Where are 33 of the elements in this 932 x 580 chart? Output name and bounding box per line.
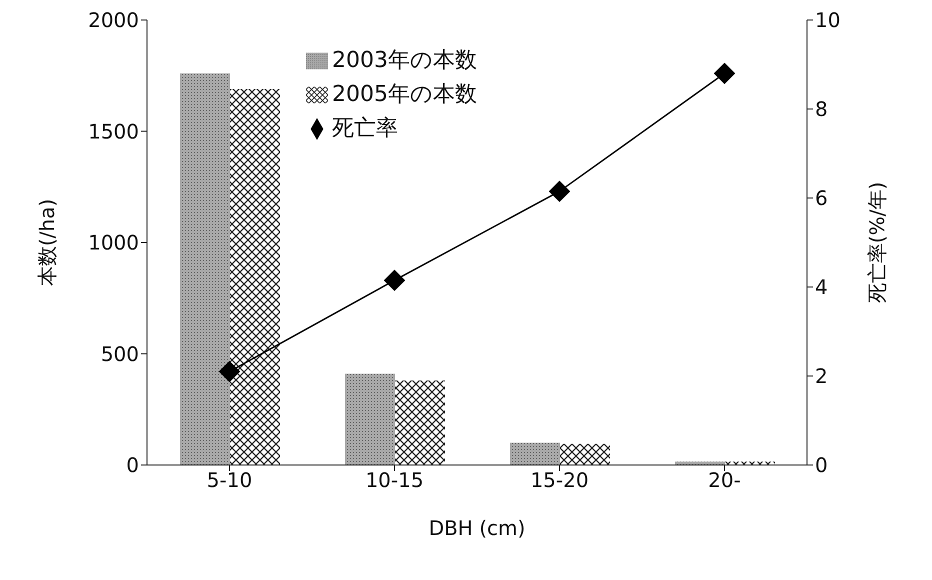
x-tick-label: 10-15	[365, 468, 424, 492]
y2-tick-label: 0	[815, 453, 828, 478]
y2-tick-label: 2	[815, 364, 828, 388]
bar	[230, 88, 280, 465]
y-axis-title: 本数(/ha)	[35, 198, 60, 286]
y2-tick-label: 8	[815, 97, 828, 122]
x-tick-label: 20-	[708, 468, 741, 492]
point	[384, 270, 405, 291]
point	[714, 62, 735, 84]
bar	[345, 374, 395, 465]
bar	[180, 73, 230, 465]
y-tick-label: 500	[100, 342, 139, 366]
bar	[725, 462, 775, 465]
x-tick-label: 15-20	[530, 468, 589, 492]
legend-label: 2003年の本数	[332, 48, 477, 73]
y-tick-label: 2000	[88, 8, 139, 32]
bar	[675, 462, 725, 465]
legend-label: 2005年の本数	[332, 82, 477, 107]
point	[549, 180, 570, 202]
x-axis-title: DBH (cm)	[428, 516, 526, 540]
y-tick-label: 0	[126, 453, 139, 478]
bar	[395, 380, 445, 465]
y-tick-label: 1000	[88, 230, 139, 255]
bar	[510, 442, 560, 465]
y2-axis-title: 死亡率(%/年)	[865, 182, 890, 304]
bar	[560, 444, 610, 465]
y2-tick-label: 10	[815, 8, 840, 32]
y-tick-label: 1500	[88, 119, 139, 144]
legend-label: 死亡率	[332, 116, 398, 141]
y2-tick-label: 4	[815, 275, 828, 300]
x-tick-label: 5-10	[206, 468, 252, 492]
y2-tick-label: 6	[815, 186, 828, 210]
point	[219, 361, 240, 382]
